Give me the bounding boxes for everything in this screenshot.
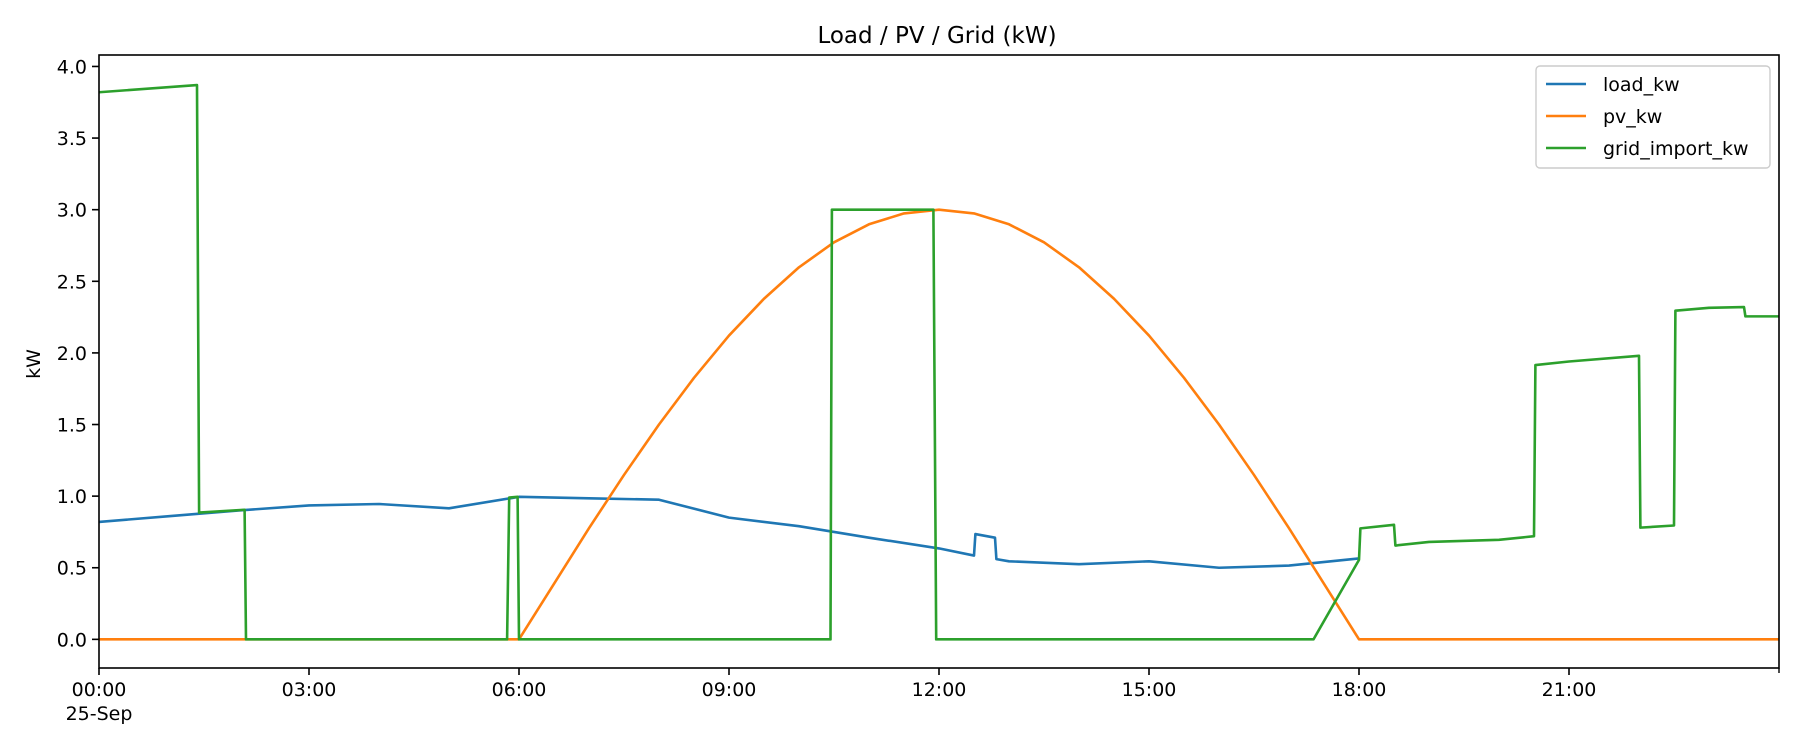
y-tick-label: 1.0 [57, 486, 87, 508]
y-tick-label: 2.0 [57, 343, 87, 365]
x-tick-label: 15:00 [1122, 679, 1177, 701]
y-tick-label: 3.5 [57, 128, 87, 150]
y-axis-label: kW [23, 349, 45, 379]
series-line-load_kw [98, 495, 1360, 570]
y-tick-label: 3.0 [57, 200, 87, 222]
legend-box [1535, 65, 1771, 169]
y-tick-label: 2.5 [57, 271, 87, 293]
chart-title: Load / PV / Grid (kW) [817, 23, 1056, 49]
legend-label-grid_import_kw: grid_import_kw [1603, 138, 1749, 160]
series-layer [98, 83, 1779, 641]
x-axis-date-label: 25-Sep [66, 703, 133, 725]
axes-layer: 0.0 0.5 1.0 1.5 2.0 2.5 3.0 3.5 4.0 00:00 03:00 06:… [57, 54, 1780, 701]
legend-label-load_kw: load_kw [1603, 74, 1680, 96]
series-line-grid_import_kw [98, 83, 1779, 641]
x-tick-label: 00:00 [72, 679, 127, 701]
legend: load_kw pv_kw grid_import_kw [1535, 65, 1771, 169]
series-line-pv_kw [99, 208, 1779, 641]
x-tick-label: 21:00 [1542, 679, 1597, 701]
x-tick-label: 12:00 [912, 679, 967, 701]
x-tick-label: 03:00 [282, 679, 337, 701]
y-tick-label: 0.0 [57, 629, 87, 651]
y-tick-label: 0.5 [57, 558, 87, 580]
x-tick-label: 18:00 [1332, 679, 1387, 701]
x-tick-label: 09:00 [702, 679, 757, 701]
legend-label-pv_kw: pv_kw [1603, 106, 1662, 128]
y-tick-label: 1.5 [57, 415, 87, 437]
y-tick-label: 4.0 [57, 56, 87, 78]
x-tick-label: 06:00 [492, 679, 547, 701]
